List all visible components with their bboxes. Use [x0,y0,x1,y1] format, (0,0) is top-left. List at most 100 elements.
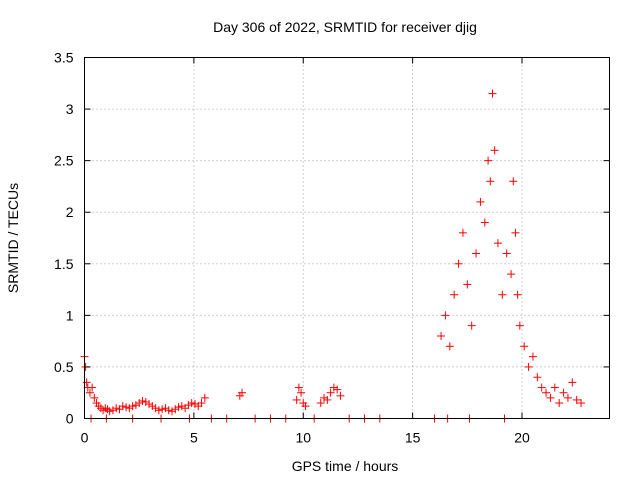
data-point [507,270,516,279]
data-point [138,396,147,405]
y-tick-label: 0 [66,411,74,427]
data-point [103,405,112,414]
data-point [437,331,446,340]
data-point [336,391,345,400]
data-point [187,399,196,408]
data-point [467,321,476,330]
data-points [80,89,586,423]
data-point [154,406,163,415]
data-point [513,290,522,299]
x-axis-label: GPS time / hours [292,458,399,474]
data-point [472,249,481,258]
x-tick-label: 10 [295,430,311,446]
data-point [546,393,555,402]
data-point [486,177,495,186]
data-point [511,228,520,237]
grid [84,57,610,419]
data-point [559,388,568,397]
data-point [450,290,459,299]
data-point [480,218,489,227]
data-point [509,177,518,186]
data-point [200,393,209,402]
data-point [316,399,325,408]
data-point [326,388,335,397]
y-tick-label: 1 [66,307,74,323]
data-point [445,342,454,351]
data-point [105,407,114,416]
x-tick-label: 20 [514,430,530,446]
y-tick-label: 2 [66,204,74,220]
data-point [151,404,160,413]
data-point [301,402,310,411]
data-point [131,401,140,410]
data-point [148,402,157,411]
data-point [441,311,450,320]
data-point [568,378,577,387]
data-point [577,399,586,408]
data-point [125,404,134,413]
data-point [112,404,121,413]
data-point [168,407,176,416]
data-point [329,383,338,392]
data-point [164,406,173,415]
data-point [502,249,511,258]
data-point [515,321,524,330]
data-point [108,406,117,415]
plot-frame [84,57,610,419]
chart-title: Day 306 of 2022, SRMTID for receiver dji… [213,19,477,35]
x-tick-label: 0 [81,430,89,446]
data-point [320,393,329,402]
data-point [563,393,572,402]
data-point [238,388,246,397]
data-point [141,397,150,406]
y-tick-label: 2.5 [54,153,74,169]
data-point [572,395,581,404]
data-point [184,401,193,410]
data-point [128,402,137,411]
data-point [297,388,306,397]
data-point [520,342,529,351]
data-point [484,156,493,165]
y-axis-label: SRMTID / TECUs [5,183,21,293]
y-tick-label: 3.5 [54,50,74,66]
data-point [323,395,332,404]
data-point [537,383,546,392]
data-point [555,399,564,408]
data-point [171,405,180,414]
data-point [174,403,183,412]
data-point [145,400,154,409]
data-point [476,197,485,206]
data-point [197,399,206,408]
data-point [88,383,97,392]
data-point [118,402,127,411]
data-point [294,383,303,392]
data-point [533,373,542,382]
data-point [135,399,144,408]
data-point [177,402,186,411]
data-point [528,352,537,361]
y-tick-label: 0.5 [54,359,74,375]
x-tick-label: 5 [190,430,198,446]
data-point [158,405,167,414]
data-point [542,388,551,397]
data-point [493,239,502,248]
data-point [463,280,472,289]
y-tick-label: 3 [66,101,74,117]
data-point [90,393,99,402]
data-point [498,290,507,299]
data-point [292,395,301,404]
data-point [333,385,342,394]
data-point [122,403,131,412]
data-point [82,378,91,387]
x-tick-label: 15 [405,430,421,446]
data-point [488,89,497,98]
data-point [524,362,533,371]
data-point [190,400,199,409]
data-point [490,146,499,155]
data-point [458,228,467,237]
data-point [550,383,559,392]
axis-ticks: 0 5 10 15 20 0 0.5 1 1.5 2 2.5 3 3.5 [54,50,610,446]
data-point [99,406,108,415]
data-point [454,259,463,268]
